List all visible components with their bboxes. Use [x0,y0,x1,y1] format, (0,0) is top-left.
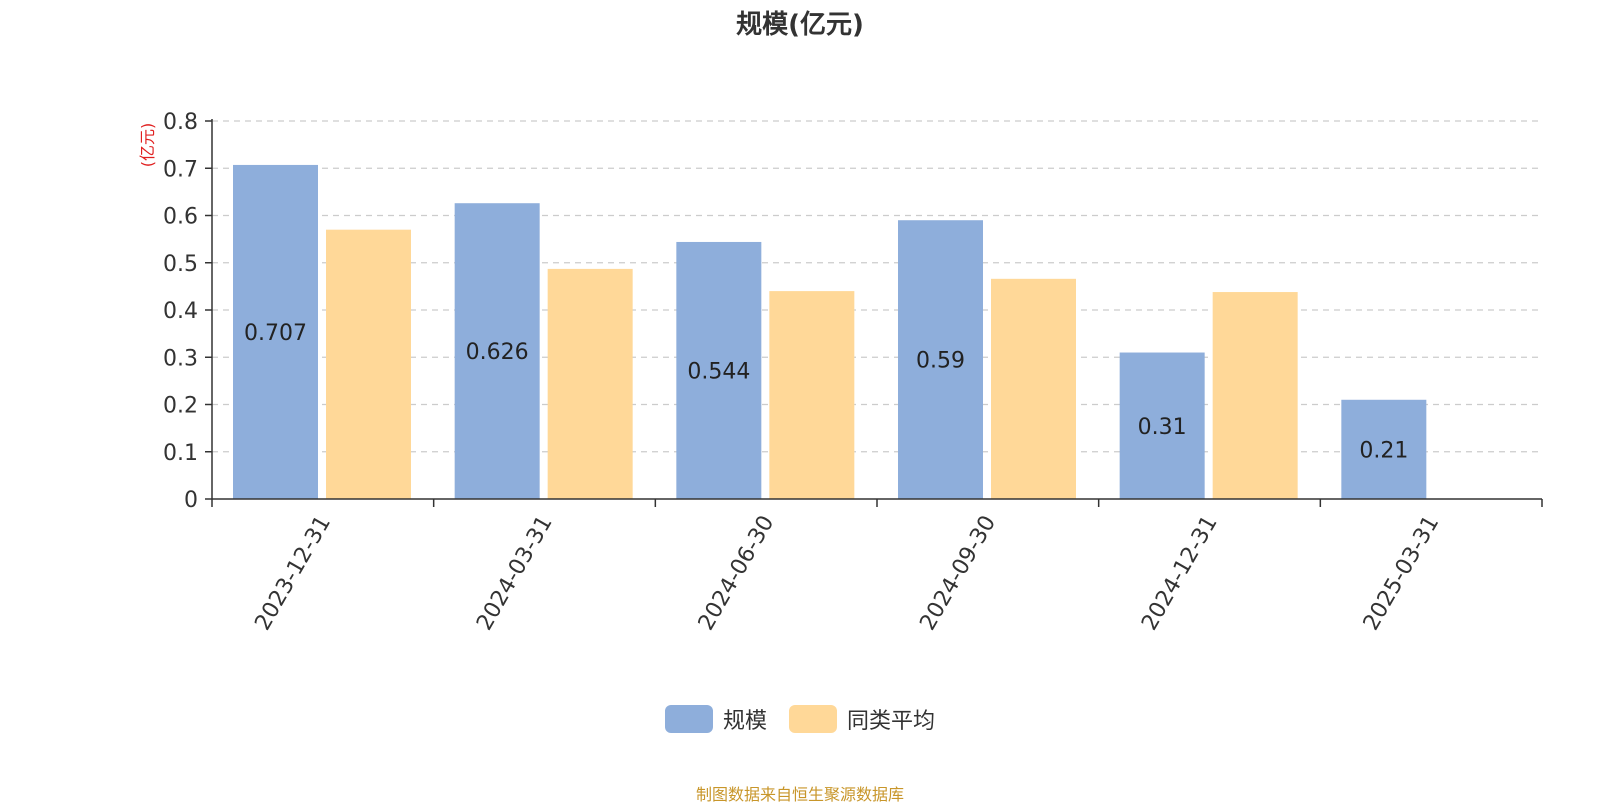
bar-value-label: 0.544 [687,359,750,384]
legend-label-peer-average: 同类平均 [847,709,936,734]
x-tick-label: 2023-12-31 [250,512,336,635]
bar-scale[interactable] [454,203,540,499]
y-tick-label: 0 [184,488,198,513]
legend: 规模 同类平均 [0,703,1600,735]
gridlines [212,120,1542,453]
y-tick-label: 0.5 [163,252,198,277]
bar-peer-average[interactable] [769,291,855,499]
x-tick-label: 2024-06-30 [694,512,780,635]
legend-item-scale[interactable]: 规模 [664,703,767,735]
bar-scale[interactable] [676,241,762,499]
source-note: 制图数据来自恒生聚源数据库 [695,785,904,804]
bar-peer-average[interactable] [991,278,1076,499]
y-tick-label: 0.3 [163,346,198,371]
data-labels: 0.707 0.626 0.544 0.59 0.31 0.21 [244,321,1408,463]
bar-value-label: 0.626 [466,340,529,365]
legend-swatch-peer-average [789,705,837,733]
bar-scale[interactable] [898,220,983,499]
bar-scale[interactable] [1119,352,1205,499]
y-tick-label: 0.4 [163,299,198,324]
legend-item-peer-average[interactable]: 同类平均 [789,703,935,735]
bar-peer-average[interactable] [547,268,633,499]
bar-value-label: 0.31 [1138,415,1187,440]
bar-value-label: 0.59 [916,349,965,374]
x-tick-label: 2025-03-31 [1359,512,1445,635]
x-tick-label: 2024-12-31 [1137,512,1223,635]
bar-peer-average[interactable] [326,229,411,500]
bar-peer-average[interactable] [1212,292,1298,499]
y-axis-title: (亿元) [138,123,157,168]
x-tick-label: 2024-09-30 [915,512,1001,635]
bars [233,164,1427,500]
y-tick-label: 0.1 [163,441,198,466]
x-tick-label: 2024-03-31 [472,512,558,635]
legend-swatch-scale [664,705,713,733]
y-tick-label: 0.7 [163,157,198,182]
y-tick-label: 0.8 [163,110,198,135]
bar-scale[interactable] [1341,399,1427,499]
y-tick-label: 0.6 [163,205,198,230]
bar-scale[interactable] [233,164,318,499]
bar-value-label: 0.707 [244,321,307,346]
y-tick-label: 0.2 [163,394,198,419]
chart-title: 规模(亿元) [736,10,864,40]
legend-label-scale: 规模 [722,709,767,734]
bar-value-label: 0.21 [1359,438,1408,463]
